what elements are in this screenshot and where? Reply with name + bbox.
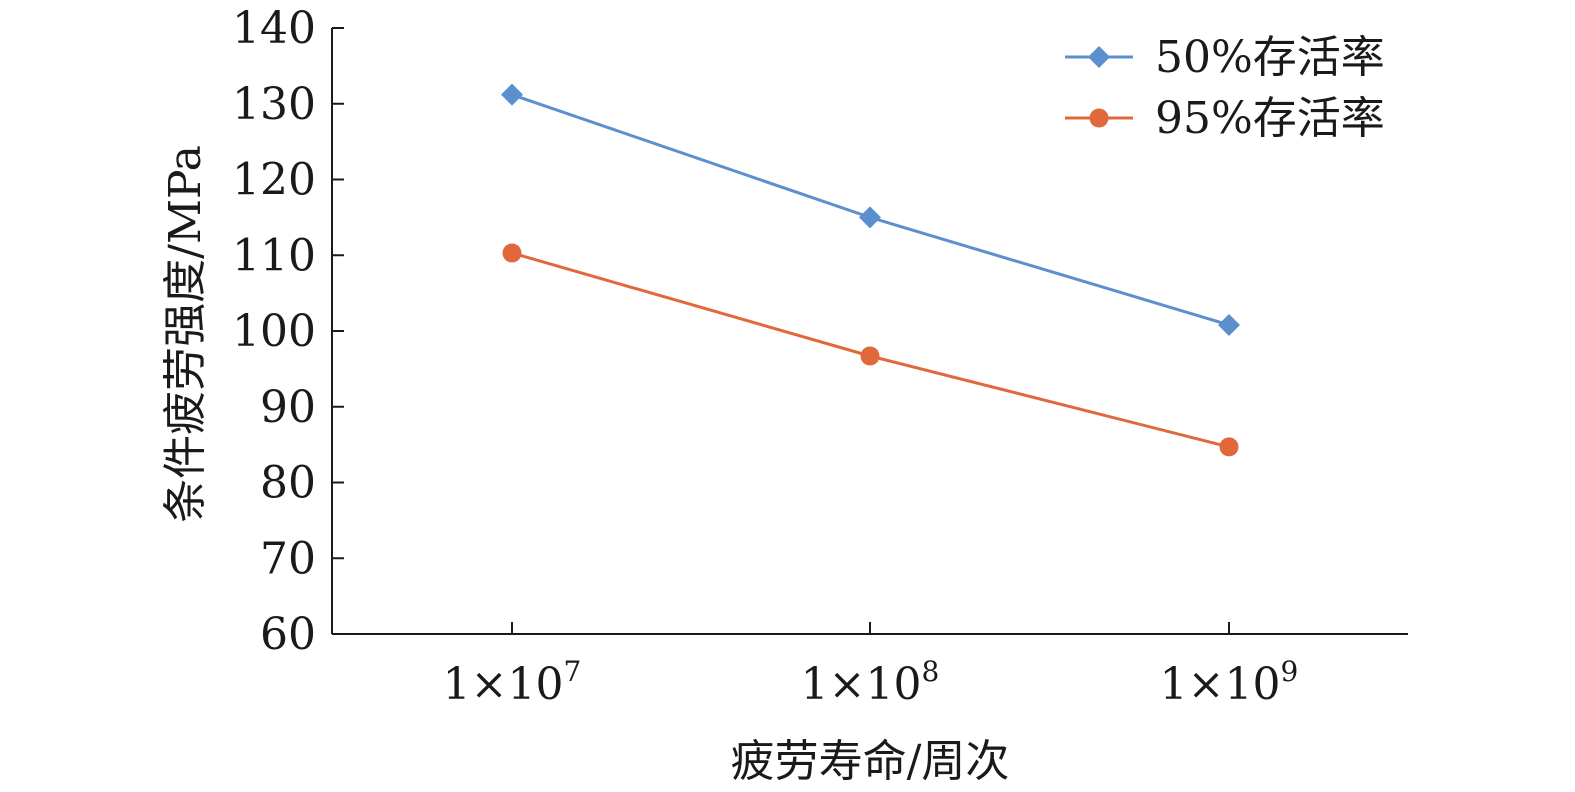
legend-marker: [1089, 108, 1109, 128]
y-tick-label: 100: [232, 306, 316, 357]
data-point: [501, 83, 523, 106]
data-point: [860, 346, 880, 366]
series-layer: [501, 83, 1240, 457]
x-axis-title: 疲劳寿命/周次: [731, 736, 1010, 787]
x-tick-label: 1×107: [443, 655, 582, 710]
x-tick-label: 1×109: [1160, 655, 1299, 710]
y-tick-label: 110: [232, 230, 316, 281]
data-point: [502, 243, 522, 263]
data-point: [1219, 437, 1239, 457]
y-tick-label: 90: [260, 382, 316, 433]
y-tick-label: 60: [260, 609, 316, 660]
data-point: [859, 206, 881, 229]
legend-label: 95%存活率: [1155, 93, 1385, 144]
series-2: [502, 243, 1239, 457]
legend-marker: [1088, 46, 1110, 68]
y-tick-label: 70: [260, 533, 316, 584]
y-axis-title: 条件疲劳强度/MPa: [160, 145, 211, 523]
legend-item-1: 50%存活率: [1065, 32, 1385, 83]
x-tick-label: 1×108: [801, 655, 940, 710]
legend-item-2: 95%存活率: [1065, 93, 1385, 144]
y-tick-label: 130: [232, 79, 316, 130]
y-tick-label: 120: [232, 155, 316, 206]
y-tick-label: 140: [232, 3, 316, 54]
y-tick-label: 80: [260, 458, 316, 509]
series-1: [501, 83, 1240, 336]
legend: 50%存活率 95%存活率: [1065, 32, 1385, 144]
data-point: [1218, 313, 1240, 336]
legend-label: 50%存活率: [1155, 32, 1385, 83]
axes: 60 70 80 90 100 110 120 130 140 1×107 1×108 1×109: [232, 3, 1408, 710]
